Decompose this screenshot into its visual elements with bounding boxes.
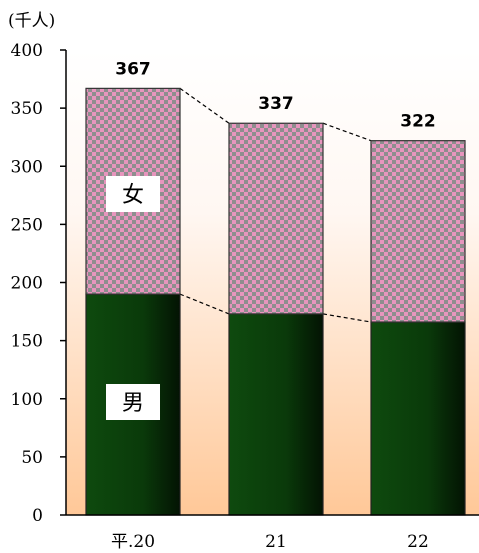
bar-male-1: [228, 313, 324, 516]
series-label-box-female: [106, 176, 160, 212]
y-tick-label: 300: [11, 157, 43, 177]
y-tick-label: 250: [11, 215, 43, 235]
total-label-2: 322: [400, 112, 436, 132]
series-inline-labels: 女男: [106, 176, 160, 420]
total-label-0: 367: [115, 59, 151, 79]
series-label-female: 女: [122, 183, 144, 208]
connector-total-0: [179, 87, 230, 124]
y-tick-label: 0: [32, 506, 43, 526]
total-label-1: 337: [258, 94, 294, 114]
y-axis-ticks: 0 50 100 150 200 250 300 350 400: [11, 41, 66, 526]
series-connector-lines: [179, 87, 372, 323]
y-axis-unit-label: (千人): [8, 11, 56, 31]
series-label-box-male: [106, 384, 160, 420]
y-tick-label: 350: [11, 99, 43, 119]
x-tick-label-1: 21: [265, 532, 287, 552]
connector-male-1: [322, 313, 372, 323]
y-tick-label: 100: [11, 390, 43, 410]
y-tick-label: 50: [21, 448, 43, 468]
bar-female-2: [370, 140, 466, 323]
x-tick-label-0: 平.20: [111, 532, 155, 552]
x-tick-label-2: 22: [407, 532, 429, 552]
total-value-labels: 367 337 322: [115, 59, 436, 131]
y-tick-label: 150: [11, 332, 43, 352]
series-label-male: 男: [122, 391, 144, 416]
connector-total-1: [322, 122, 372, 142]
y-tick-label: 200: [11, 274, 43, 294]
connector-male-0: [179, 293, 230, 315]
x-axis-labels: 平.20 21 22: [111, 532, 429, 552]
bar-male-2: [370, 321, 466, 516]
bar-series: [85, 87, 466, 516]
y-tick-label: 400: [11, 41, 43, 61]
bar-female-1: [228, 122, 324, 315]
